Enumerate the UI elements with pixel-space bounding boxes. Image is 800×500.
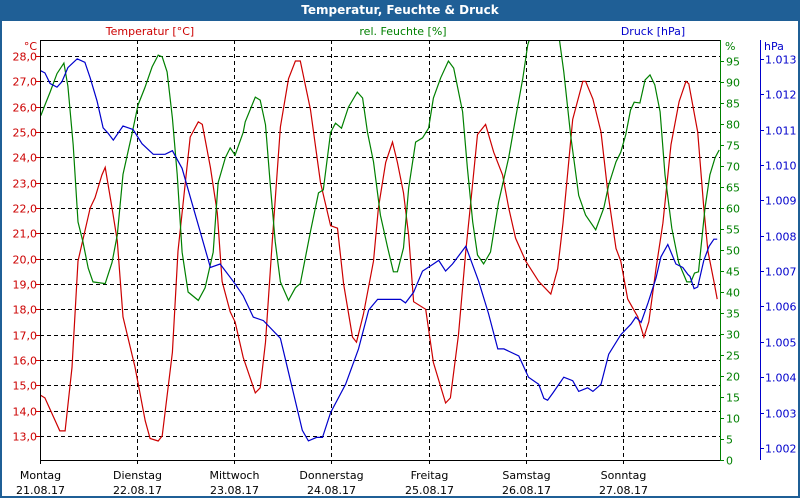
humidity-tick-label: 5: [726, 434, 733, 447]
pressure-tick-label: 1.003: [765, 408, 797, 421]
pressure-tick-label: 1.013: [765, 54, 797, 67]
axes: 13,0 14,0 15,0 16,0 17,0 18,0 19,0 20,0 21,0 22,0…: [13, 40, 797, 497]
pressure-tick-label: 1.002: [765, 443, 797, 456]
grid: [40, 40, 720, 460]
humidity-tick-label: 15: [726, 392, 740, 405]
series-group: [40, 40, 720, 442]
humidity-tick-label: 25: [726, 350, 740, 363]
pressure-axis-title: Druck [hPa]: [621, 25, 685, 38]
humidity-tick-label: 20: [726, 371, 740, 384]
humidity-tick-label: 10: [726, 413, 740, 426]
pressure-line: [40, 58, 718, 442]
humidity-tick-label: 85: [726, 98, 740, 111]
temperature-axis-title: Temperatur [°C]: [105, 25, 194, 38]
pressure-tick-label: 1.008: [765, 231, 797, 244]
temperature-tick-label: 25,0: [13, 127, 38, 140]
pressure-tick-label: 1.006: [765, 301, 797, 314]
humidity-tick-label: 40: [726, 287, 740, 300]
pressure-unit: hPa: [764, 40, 784, 53]
pressure-tick-label: 1.012: [765, 89, 797, 102]
humidity-tick-label: 45: [726, 266, 740, 279]
temperature-tick-label: 18,0: [13, 304, 38, 317]
humidity-axis-title: rel. Feuchte [%]: [359, 25, 446, 38]
window-title: Temperatur, Feuchte & Druck: [0, 0, 800, 21]
humidity-tick-label: 90: [726, 77, 740, 90]
humidity-tick-label: 60: [726, 203, 740, 216]
temperature-tick-label: 21,0: [13, 228, 38, 241]
temperature-tick-label: 17,0: [13, 330, 38, 343]
humidity-tick-label: 35: [726, 308, 740, 321]
humidity-unit: %: [725, 40, 735, 53]
temperature-tick-label: 15,0: [13, 380, 38, 393]
x-tick-date-label: 24.08.17: [307, 484, 356, 497]
temperature-tick-label: 26,0: [13, 102, 38, 115]
humidity-tick-label: 95: [726, 56, 740, 69]
temperature-tick-label: 28,0: [13, 51, 38, 64]
x-tick-date-label: 25.08.17: [405, 484, 454, 497]
x-tick-day-label: Montag: [20, 469, 61, 482]
temperature-tick-label: 20,0: [13, 254, 38, 267]
humidity-tick-label: 75: [726, 140, 740, 153]
humidity-tick-label: 80: [726, 119, 740, 132]
x-tick-date-label: 27.08.17: [599, 484, 648, 497]
temperature-tick-label: 24,0: [13, 152, 38, 165]
pressure-tick-label: 1.005: [765, 337, 797, 350]
temperature-line: [40, 60, 718, 442]
humidity-tick-label: 0: [726, 455, 733, 468]
humidity-tick-label: 55: [726, 224, 740, 237]
humidity-tick-label: 50: [726, 245, 740, 258]
temperature-tick-label: 14,0: [13, 406, 38, 419]
temperature-unit: °C: [24, 40, 38, 53]
temperature-tick-label: 19,0: [13, 279, 38, 292]
humidity-tick-label: 70: [726, 161, 740, 174]
x-tick-date-label: 22.08.17: [113, 484, 162, 497]
temperature-tick-label: 22,0: [13, 203, 38, 216]
x-tick-day-label: Samstag: [502, 469, 550, 482]
x-tick-day-label: Donnerstag: [299, 469, 363, 482]
temperature-tick-label: 16,0: [13, 355, 38, 368]
pressure-tick-label: 1.004: [765, 372, 797, 385]
temperature-tick-label: 27,0: [13, 76, 38, 89]
x-tick-day-label: Dienstag: [113, 469, 162, 482]
humidity-line: [40, 40, 720, 302]
x-tick-day-label: Sonntag: [601, 469, 647, 482]
pressure-tick-label: 1.009: [765, 195, 797, 208]
x-tick-day-label: Mittwoch: [210, 469, 260, 482]
pressure-tick-label: 1.011: [765, 125, 797, 138]
x-tick-date-label: 21.08.17: [16, 484, 65, 497]
x-tick-date-label: 26.08.17: [502, 484, 551, 497]
temperature-tick-label: 13,0: [13, 431, 38, 444]
x-tick-date-label: 23.08.17: [210, 484, 259, 497]
x-tick-day-label: Freitag: [411, 469, 449, 482]
temperature-tick-label: 23,0: [13, 178, 38, 191]
humidity-tick-label: 30: [726, 329, 740, 342]
pressure-tick-label: 1.007: [765, 266, 797, 279]
humidity-tick-label: 65: [726, 182, 740, 195]
pressure-tick-label: 1.010: [765, 160, 797, 173]
